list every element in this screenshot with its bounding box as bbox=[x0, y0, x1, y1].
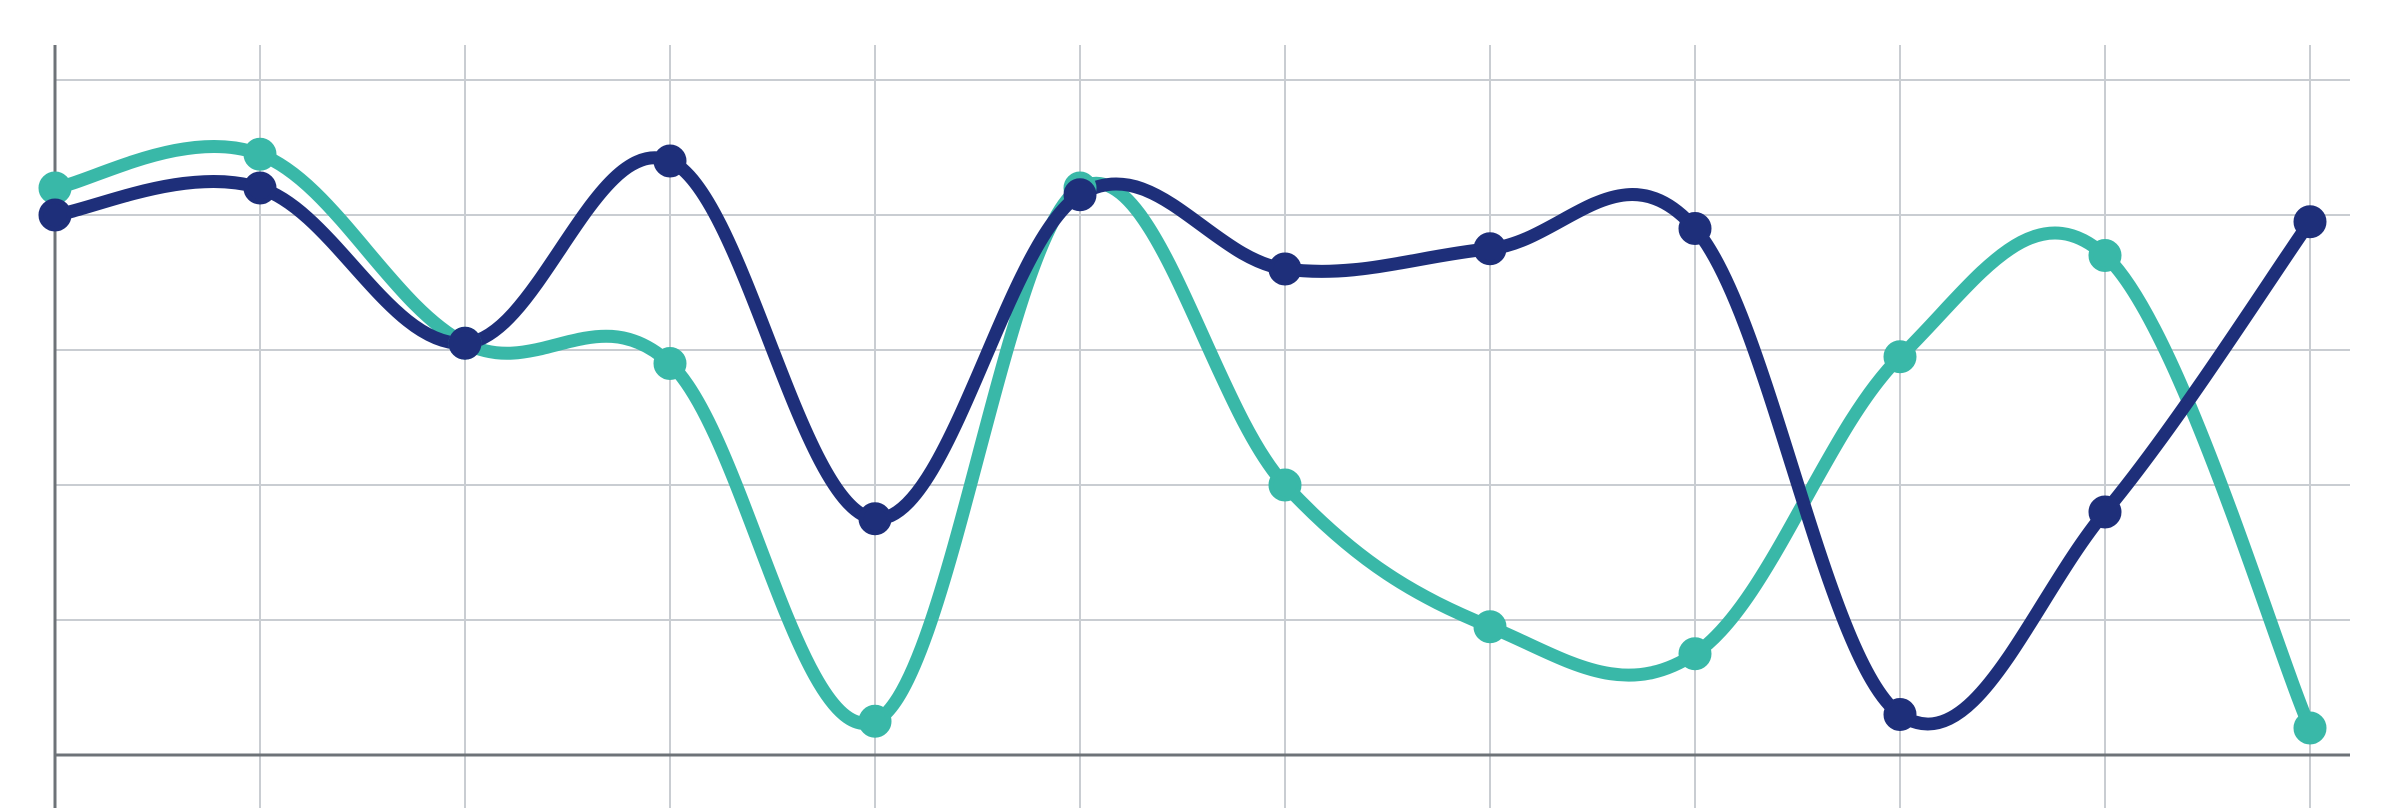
series-1-point bbox=[2293, 205, 2327, 239]
series-1-point bbox=[1063, 178, 1097, 212]
series-2-point bbox=[1883, 340, 1917, 374]
series-2-line bbox=[48, 139, 2317, 735]
series-2-point bbox=[243, 137, 277, 171]
series-1-point bbox=[1473, 232, 1507, 266]
series-2-point bbox=[1678, 637, 1712, 671]
series-2-point bbox=[2293, 711, 2327, 745]
series-1-point bbox=[858, 502, 892, 536]
series-2-point bbox=[1473, 610, 1507, 644]
series-1-point bbox=[1678, 212, 1712, 245]
series-1-point bbox=[243, 171, 277, 205]
series-1-line bbox=[48, 151, 2317, 731]
series-1-point bbox=[653, 144, 687, 178]
series-1-point bbox=[1883, 698, 1917, 731]
series-2-point bbox=[1268, 468, 1302, 502]
series-2-point bbox=[653, 347, 687, 380]
series-2-point bbox=[38, 171, 72, 205]
series-2-point bbox=[858, 704, 892, 738]
series-1-point bbox=[2088, 495, 2122, 529]
series-1-point bbox=[448, 326, 482, 360]
series-1-point bbox=[1268, 252, 1302, 286]
series-1-point bbox=[38, 198, 72, 232]
series-2-point bbox=[2088, 239, 2122, 272]
